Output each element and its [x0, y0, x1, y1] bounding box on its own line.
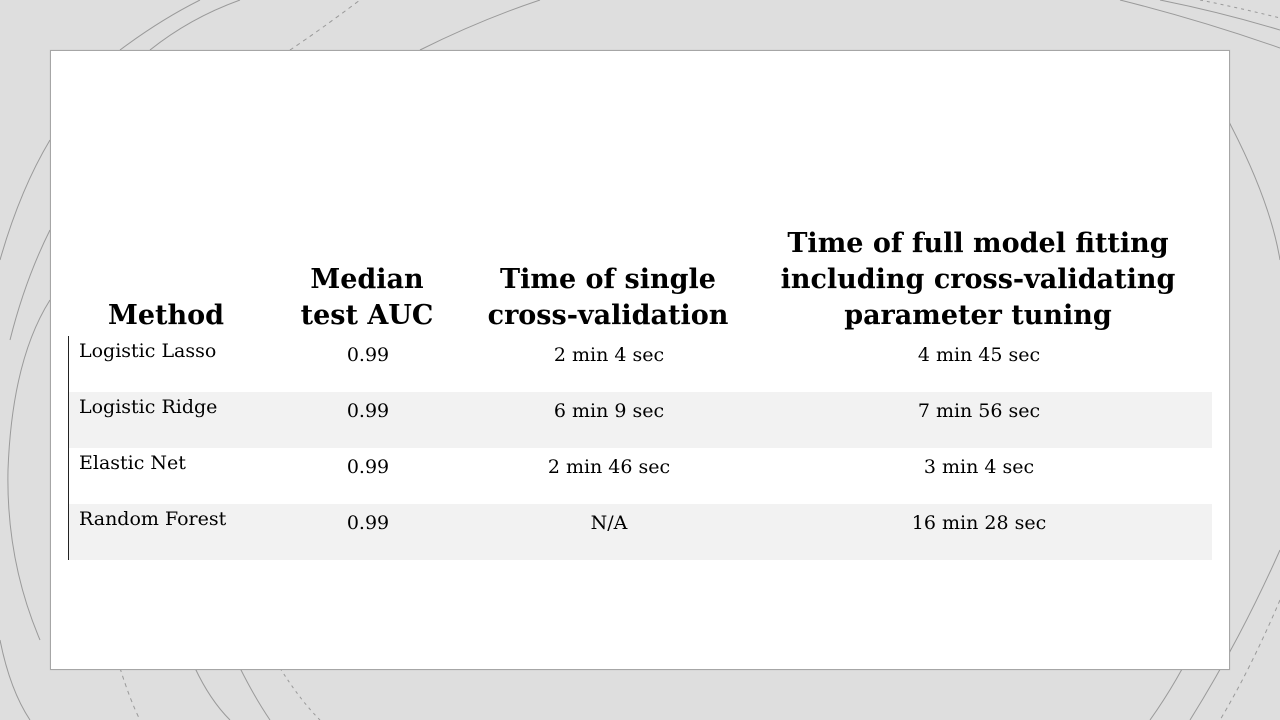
cell-single-cv-time: 2 min 4 sec	[553, 344, 665, 366]
cell-auc: 0.99	[346, 512, 390, 534]
cell-full-fit-time: 4 min 45 sec	[917, 344, 1041, 366]
cell-full-fit-time: 16 min 28 sec	[911, 512, 1047, 534]
cell-method: Logistic Ridge	[79, 396, 218, 418]
cell-method: Random Forest	[79, 508, 227, 530]
table-body: Logistic Lasso 0.99 2 min 4 sec 4 min 45…	[68, 336, 1212, 560]
header-single-cv-time: Time of single cross-validation	[487, 264, 729, 331]
table-row: Logistic Lasso 0.99 2 min 4 sec 4 min 45…	[69, 336, 1212, 392]
cell-full-fit-time: 7 min 56 sec	[917, 400, 1041, 422]
cell-auc: 0.99	[346, 400, 390, 422]
cell-single-cv-time: N/A	[590, 512, 628, 534]
cell-full-fit-time: 3 min 4 sec	[923, 456, 1035, 478]
cell-method: Logistic Lasso	[79, 340, 217, 362]
table-row: Random Forest 0.99 N/A 16 min 28 sec	[69, 504, 1212, 560]
table-header-row: Method Median test AUC Time of single cr…	[68, 201, 1212, 336]
table-row: Logistic Ridge 0.99 6 min 9 sec 7 min 56…	[69, 392, 1212, 448]
cell-single-cv-time: 2 min 46 sec	[547, 456, 671, 478]
cell-method: Elastic Net	[79, 452, 186, 474]
table-row: Elastic Net 0.99 2 min 46 sec 3 min 4 se…	[69, 448, 1212, 504]
cell-single-cv-time: 6 min 9 sec	[553, 400, 665, 422]
cell-auc: 0.99	[346, 456, 390, 478]
header-median-test-auc: Median test AUC	[300, 264, 434, 331]
header-method: Method	[107, 300, 225, 331]
slide: Method Median test AUC Time of single cr…	[50, 50, 1230, 670]
header-full-fit-time: Time of full model fitting including cro…	[780, 228, 1176, 331]
results-table: Method Median test AUC Time of single cr…	[68, 201, 1212, 560]
cell-auc: 0.99	[346, 344, 390, 366]
